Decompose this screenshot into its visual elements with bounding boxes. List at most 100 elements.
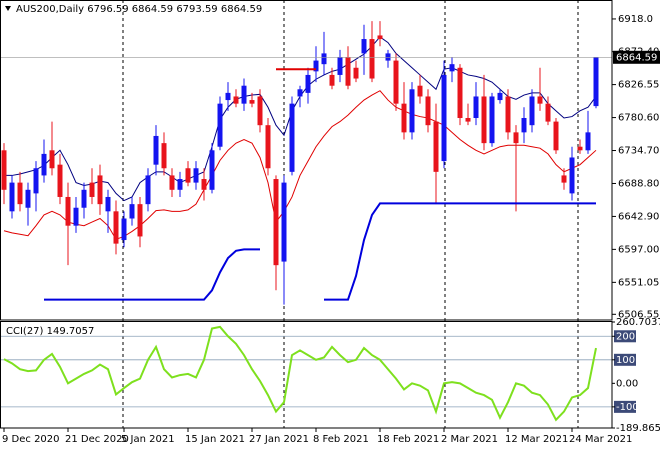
candle-body bbox=[209, 150, 215, 190]
x-tick-label: 24 Mar 2021 bbox=[569, 434, 632, 445]
candle-body bbox=[417, 85, 423, 97]
y-tick-label: 100 bbox=[616, 355, 635, 366]
candle-body bbox=[585, 132, 591, 151]
x-tick-label: 21 Dec 2020 bbox=[65, 434, 129, 445]
candle-body bbox=[345, 56, 351, 86]
candle-body bbox=[105, 196, 111, 212]
candle-body bbox=[433, 121, 439, 172]
level-label-box bbox=[614, 400, 636, 413]
candle-body bbox=[153, 135, 159, 165]
candle-body bbox=[185, 168, 191, 183]
candle-body bbox=[441, 74, 447, 162]
y-tick-label: 6688.80 bbox=[618, 178, 659, 189]
x-tick-label: 15 Jan 2021 bbox=[185, 434, 245, 445]
cci-panel-frame bbox=[0, 321, 613, 429]
y-tick-label: -189.8654 bbox=[616, 423, 660, 434]
candle-body bbox=[513, 132, 519, 144]
candle-body bbox=[473, 96, 479, 119]
current-price-label: 6864.59 bbox=[616, 52, 657, 63]
candle-body bbox=[1, 150, 7, 190]
y-tick-label: -100 bbox=[616, 402, 639, 413]
level-label-box bbox=[614, 353, 636, 366]
menu-icon bbox=[5, 6, 11, 11]
candle-body bbox=[505, 96, 511, 133]
candle-body bbox=[49, 150, 55, 169]
candle-body bbox=[401, 103, 407, 133]
candle-body bbox=[225, 92, 231, 101]
candle-body bbox=[257, 96, 263, 126]
candle-body bbox=[465, 118, 471, 122]
cci-line bbox=[3, 325, 597, 422]
candle-body bbox=[393, 60, 399, 104]
candle-body bbox=[425, 96, 431, 126]
candle-body bbox=[329, 74, 335, 86]
x-tick-label: 9 Dec 2020 bbox=[2, 434, 60, 445]
separators bbox=[122, 0, 579, 428]
y-tick-label: 6597.00 bbox=[618, 244, 659, 255]
candle-body bbox=[65, 196, 71, 226]
x-tick-label: 8 Feb 2021 bbox=[313, 434, 369, 445]
y-tick-label: 6780.60 bbox=[618, 113, 659, 124]
y-tick-label: 6506.55 bbox=[618, 309, 659, 320]
candle-body bbox=[217, 103, 223, 147]
x-tick-label: 2 Mar 2021 bbox=[441, 434, 498, 445]
candle-body bbox=[305, 74, 311, 93]
candle-body bbox=[281, 182, 287, 262]
main-panel-frame bbox=[0, 0, 613, 321]
candle-body bbox=[25, 189, 31, 208]
candle-body bbox=[337, 56, 343, 75]
candle-body bbox=[481, 96, 487, 144]
indicator-line bbox=[3, 90, 597, 240]
candle-body bbox=[361, 39, 367, 54]
candle-body bbox=[297, 89, 303, 97]
y-tick-label: 200 bbox=[616, 331, 635, 342]
candle-body bbox=[193, 168, 199, 183]
y-tick-label: 6918.0 bbox=[618, 14, 653, 25]
candle-body bbox=[9, 182, 15, 212]
candle-body bbox=[145, 175, 151, 205]
candle-body bbox=[161, 143, 167, 169]
x-tick-label: 27 Jan 2021 bbox=[249, 434, 309, 445]
candle-body bbox=[369, 39, 375, 79]
candle-body bbox=[249, 100, 255, 104]
level-label-box bbox=[614, 330, 636, 343]
candle-body bbox=[409, 89, 415, 133]
candle-body bbox=[553, 121, 559, 151]
candle-body bbox=[537, 96, 543, 104]
candle-body bbox=[177, 179, 183, 190]
candle-body bbox=[289, 103, 295, 172]
candle-body bbox=[41, 153, 47, 176]
y-tick-label: 6551.05 bbox=[618, 277, 659, 288]
candle-body bbox=[273, 179, 279, 266]
candle-body bbox=[265, 125, 271, 169]
y-tick-label: 6642.90 bbox=[618, 211, 659, 222]
candle-body bbox=[321, 53, 327, 65]
chart-title: AUS200,Daily 6796.59 6864.59 6793.59 686… bbox=[16, 4, 262, 15]
x-tick-label: 12 Mar 2021 bbox=[505, 434, 568, 445]
indicator-line bbox=[44, 202, 596, 301]
x-tick-label: 5 Jan 2021 bbox=[121, 434, 175, 445]
candle-body bbox=[33, 168, 39, 194]
candle-body bbox=[97, 175, 103, 205]
candle-body bbox=[81, 189, 87, 208]
candle-body bbox=[121, 218, 127, 241]
candle-body bbox=[241, 85, 247, 104]
candle-body bbox=[57, 164, 63, 197]
y-tick-label: 260.7037 bbox=[616, 317, 660, 328]
current-price-box bbox=[613, 50, 660, 64]
candle-body bbox=[201, 179, 207, 190]
candle-body bbox=[497, 92, 503, 101]
candle-body bbox=[17, 182, 23, 205]
x-tick-label: 18 Feb 2021 bbox=[377, 434, 439, 445]
candle-body bbox=[529, 96, 535, 126]
candle-body bbox=[593, 57, 599, 107]
candle-body bbox=[457, 67, 463, 119]
y-tick-label: 0.00 bbox=[616, 378, 638, 389]
candle-body bbox=[113, 211, 119, 244]
candle-body bbox=[89, 182, 95, 197]
candle-body bbox=[313, 60, 319, 72]
candle-body bbox=[73, 207, 79, 226]
candle-body bbox=[545, 103, 551, 122]
